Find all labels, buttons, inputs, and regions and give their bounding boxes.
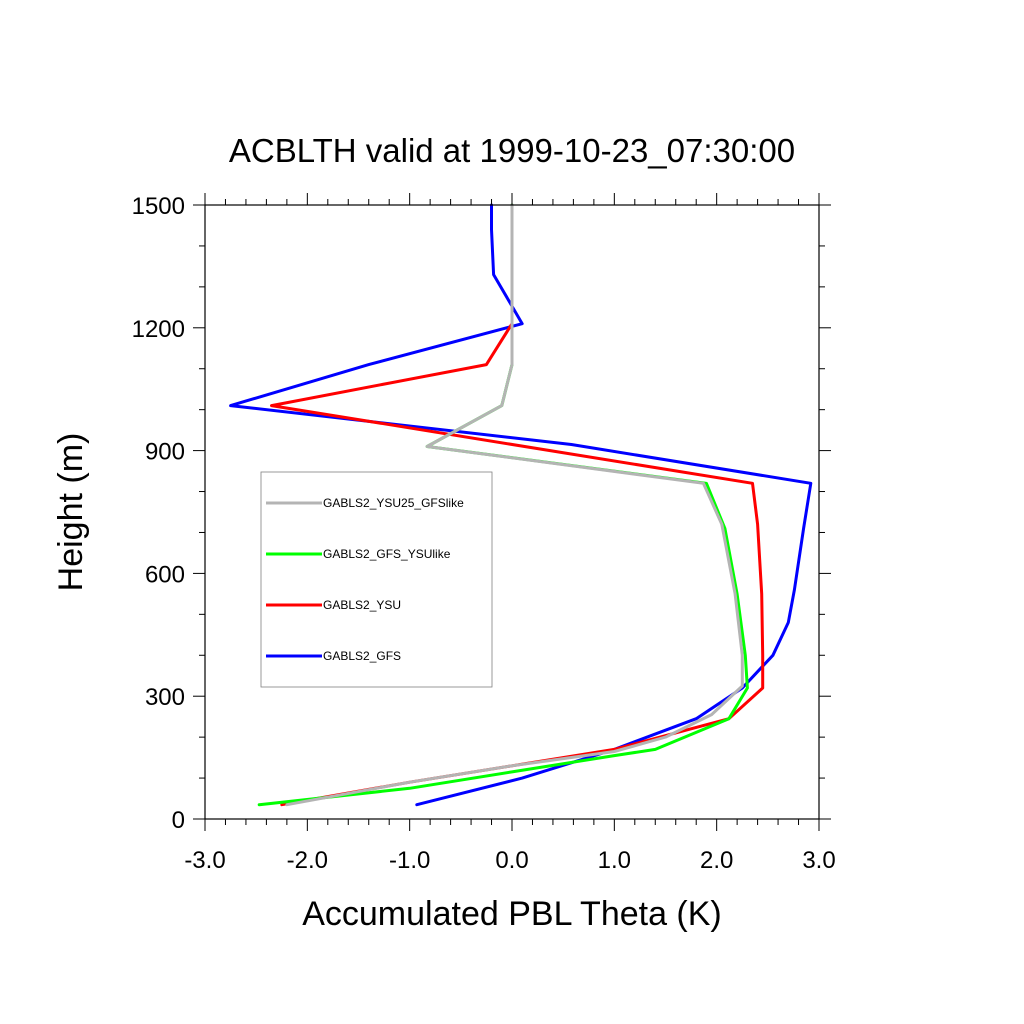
series-lines — [229, 203, 813, 807]
x-tick-label: -2.0 — [287, 847, 328, 874]
x-tick-label: -1.0 — [389, 847, 430, 874]
x-axis-title: Accumulated PBL Theta (K) — [302, 895, 722, 933]
legend-label: GABLS2_YSU — [323, 598, 401, 612]
x-tick-label: 1.0 — [598, 847, 631, 874]
y-tick-label: 1500 — [132, 193, 185, 220]
x-tick-label: 0.0 — [495, 847, 528, 874]
y-tick-label: 600 — [145, 561, 185, 588]
y-tick-label: 300 — [145, 684, 185, 711]
y-tick-label: 1200 — [132, 316, 185, 343]
axis-tick-labels: -3.0 -2.0 -1.0 0.0 1.0 2.0 3.0 0 300 600 900 1200 15… — [132, 193, 836, 874]
y-tick-label: 900 — [145, 439, 185, 466]
legend-label: GABLS2_GFS_YSUlike — [323, 547, 451, 561]
series-line-1 — [285, 203, 744, 807]
axis-ticks — [193, 193, 831, 831]
chart-title: ACBLTH valid at 1999-10-23_07:30:00 — [229, 132, 795, 169]
legend-label: GABLS2_GFS — [323, 649, 401, 663]
x-tick-label: 2.0 — [700, 847, 733, 874]
legend: GABLS2_YSU25_GFSlike GABLS2_GFS_YSUlike GA… — [260, 471, 493, 688]
x-tick-label: 3.0 — [802, 847, 835, 874]
y-tick-label: 0 — [172, 807, 185, 834]
legend-label: GABLS2_YSU25_GFSlike — [323, 496, 464, 510]
y-axis-title: Height (m) — [52, 433, 90, 592]
legend-box — [260, 471, 493, 688]
x-tick-label: -3.0 — [184, 847, 225, 874]
